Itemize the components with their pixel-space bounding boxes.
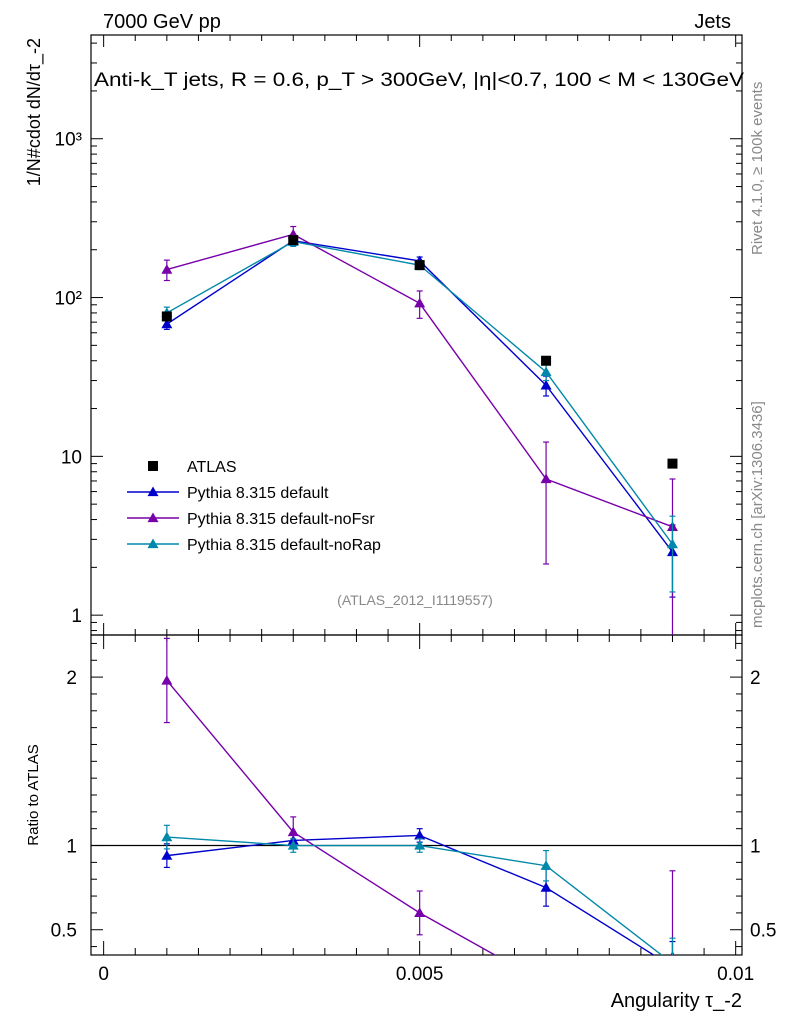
ratio-axis-ticks: 0.5 0.5 1 1 2 2 0 0.005 0.01 (51, 635, 776, 985)
marker-pythia-8-315-default-nofsr (161, 264, 173, 274)
x-tick-label: 0.005 (396, 964, 444, 985)
marker-pythia-8-315-default (161, 318, 173, 329)
header-right: Jets (694, 11, 731, 33)
ratio-y-tick-label: 1 (66, 837, 77, 858)
main-series-group (161, 225, 678, 635)
main-y-tick-label: 10³ (55, 130, 82, 151)
legend-marker (147, 486, 159, 497)
marker-atlas (541, 355, 552, 366)
legend: ATLAS Pythia 8.315 default Pythia 8.315 de… (127, 459, 381, 554)
main-ylabel: 1/N#cdot dN/dτ_-2 (24, 38, 45, 186)
ratio-marker-pythia-8-315-default (161, 850, 173, 860)
plot-title: Anti-k_T jets, R = 0.6, p_T > 300GeV, |η… (94, 70, 744, 91)
marker-pythia-8-315-default (540, 379, 552, 390)
marker-pythia-8-315-default-norap (666, 538, 678, 549)
legend-label: Pythia 8.315 default (187, 485, 329, 502)
ratio-y-tick-label-right: 1 (750, 837, 761, 858)
marker-pythia-8-315-default-nofsr (414, 297, 426, 308)
ratio-marker-pythia-8-315-default (667, 961, 678, 971)
marker-atlas (667, 458, 678, 469)
marker-atlas (161, 311, 172, 322)
ratio-marker-pythia-8-315-default-nofsr (161, 674, 173, 685)
header-left: 7000 GeV pp (103, 11, 221, 33)
ratio-marker-pythia-8-315-default-nofsr (287, 826, 299, 837)
ratio-y-tick-label: 2 (66, 668, 77, 689)
legend-marker-atlas (148, 461, 158, 471)
ratio-y-tick-label-right: 2 (750, 668, 761, 689)
series-line-pythia-8-315-default-nofsr (166, 233, 673, 528)
marker-pythia-8-315-default-nofsr (540, 473, 552, 484)
ratio-panel-frame (90, 634, 743, 956)
marker-atlas (414, 260, 425, 271)
main-y-tick-label: 1 (71, 606, 82, 627)
ratio-y-tick-label: 0.5 (51, 921, 77, 942)
x-tick-label: 0 (98, 964, 109, 985)
legend-label: Pythia 8.315 default-noFsr (187, 511, 375, 528)
ratio-marker-pythia-8-315-default-norap (161, 831, 173, 842)
ratio-marker-pythia-8-315-default-norap (540, 860, 552, 870)
legend-marker (147, 512, 159, 523)
legend-label: Pythia 8.315 default-noRap (187, 537, 381, 554)
ratio-marker-pythia-8-315-default-nofsr (414, 907, 426, 918)
ratio-marker-pythia-8-315-default-norap (287, 840, 299, 850)
ratio-marker-pythia-8-315-default (540, 882, 552, 892)
ratio-marker-pythia-8-315-default (414, 829, 426, 840)
main-y-tick-label: 10² (55, 289, 82, 310)
legend-label: ATLAS (187, 459, 237, 476)
analysis-id: (ATLAS_2012_I1119557) (337, 592, 493, 608)
main-y-tick-label: 10 (61, 447, 82, 468)
ratio-ylabel: Ratio to ATLAS (25, 744, 42, 845)
ratio-y-tick-label-right: 0.5 (750, 921, 776, 942)
marker-atlas (288, 235, 299, 246)
ratio-marker-pythia-8-315-default-norap (667, 958, 678, 968)
side-version: Rivet 4.1.0, ≥ 100k events (749, 82, 766, 255)
legend-marker (147, 538, 159, 549)
x-axis-title: Angularity τ_-2 (611, 990, 742, 1012)
ratio-series-group (161, 637, 678, 988)
ratio-marker-pythia-8-315-default-norap (414, 840, 426, 850)
side-site: mcplots.cern.ch [arXiv:1306.3436] (749, 401, 766, 628)
ratio-marker-pythia-8-315-default-nofsr (541, 978, 552, 988)
x-tick-label: 0.01 (717, 964, 754, 985)
series-line-pythia-8-315-default (166, 239, 674, 553)
main-axis-ticks: 1 10 10² 10³ (55, 35, 742, 635)
marker-pythia-8-315-default-norap (540, 366, 552, 377)
